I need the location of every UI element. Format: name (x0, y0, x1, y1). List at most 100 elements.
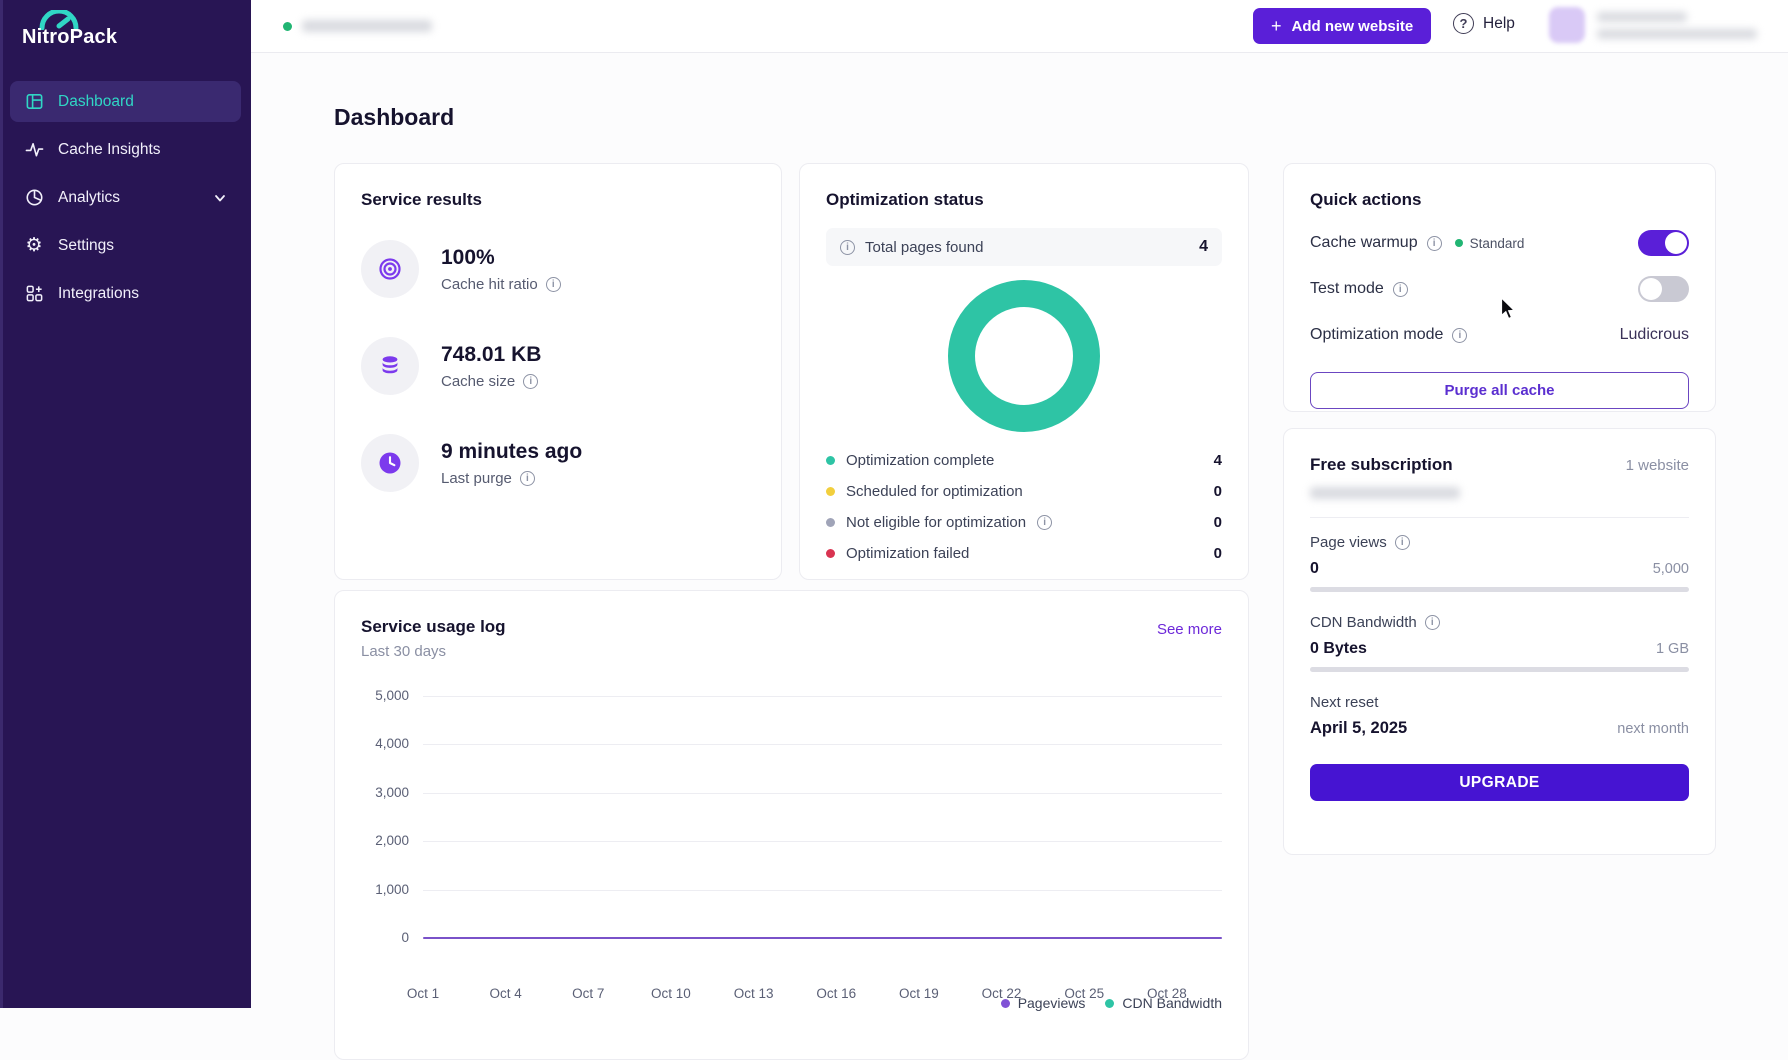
legend-value: 0 (1214, 514, 1222, 531)
test-mode-label: Test mode (1310, 280, 1384, 298)
user-menu[interactable] (1549, 7, 1757, 43)
service-usage-log-card: Service usage log Last 30 days See more … (334, 590, 1249, 1060)
sidebar-item-label: Cache Insights (58, 141, 161, 159)
legend-label: Optimization failed (846, 545, 969, 562)
x-tick: Oct 13 (734, 986, 774, 1001)
page-views-progressbar (1310, 587, 1689, 592)
page-views-metric: Page viewsi 0 5,000 (1310, 534, 1689, 592)
info-icon[interactable]: i (520, 471, 535, 486)
legend-not-eligible: Not eligible for optimization i 0 (826, 514, 1222, 531)
page-views-used: 0 (1310, 560, 1319, 578)
next-reset-note: next month (1617, 721, 1689, 737)
info-icon[interactable]: i (546, 277, 561, 292)
next-reset-label: Next reset (1310, 694, 1689, 711)
brand-logo[interactable]: NitroPack (22, 10, 117, 49)
site-online-dot (283, 22, 292, 31)
sidebar: NitroPack Dashboard Cache Insights Analy… (0, 0, 251, 1008)
info-icon[interactable]: i (1425, 615, 1440, 630)
stat-cache-size: 748.01 KB Cache sizei (361, 337, 755, 395)
legend-cdn-bandwidth: CDN Bandwidth (1105, 995, 1222, 1011)
sidebar-item-integrations[interactable]: Integrations (10, 273, 241, 314)
info-icon[interactable]: i (840, 240, 855, 255)
legend-label: Not eligible for optimization (846, 514, 1026, 531)
gear-icon: ⚙ (24, 236, 44, 256)
integrations-icon (24, 284, 44, 304)
purge-all-cache-button[interactable]: Purge all cache (1310, 372, 1689, 409)
usage-chart: 5,000 4,000 3,000 2,000 1,000 0 (361, 696, 1222, 938)
pageviews-line (423, 937, 1222, 939)
target-icon (361, 240, 419, 298)
cache-warmup-row: Cache warmup i Standard (1310, 230, 1689, 256)
current-site[interactable] (283, 20, 432, 32)
stat-label: Last purge (441, 470, 512, 487)
user-info (1597, 12, 1757, 39)
see-more-link[interactable]: See more (1157, 621, 1222, 638)
quick-actions-card: Quick actions Cache warmup i Standard Te… (1283, 163, 1716, 412)
optimization-mode-label: Optimization mode (1310, 326, 1443, 344)
legend-label: Scheduled for optimization (846, 483, 1023, 500)
cdn-bandwidth-limit: 1 GB (1656, 641, 1689, 657)
standard-dot (1455, 239, 1463, 247)
upgrade-button[interactable]: UPGRADE (1310, 764, 1689, 801)
info-icon[interactable]: i (1452, 328, 1467, 343)
service-results-card: Service results 100% Cache hit ratio i 74… (334, 163, 782, 580)
legend-dot (826, 549, 835, 558)
help-button[interactable]: ? Help (1453, 13, 1515, 34)
info-icon[interactable]: i (523, 374, 538, 389)
x-tick: Oct 10 (651, 986, 691, 1001)
sidebar-item-analytics[interactable]: Analytics (10, 177, 241, 218)
info-icon[interactable]: i (1037, 515, 1052, 530)
legend-label: Optimization complete (846, 452, 994, 469)
usage-subtitle: Last 30 days (361, 643, 1222, 660)
clock-icon (361, 434, 419, 492)
stat-label: Cache hit ratio (441, 276, 538, 293)
avatar (1549, 7, 1585, 43)
total-pages-found: i Total pages found 4 (826, 228, 1222, 266)
add-new-website-button[interactable]: + Add new website (1253, 8, 1431, 44)
legend-dot (826, 518, 835, 527)
stat-value: 9 minutes ago (441, 440, 582, 464)
plus-icon: + (1271, 16, 1282, 37)
info-icon[interactable]: i (1427, 236, 1442, 251)
optimization-mode-value[interactable]: Ludicrous (1620, 326, 1689, 344)
next-reset-date: April 5, 2025 (1310, 719, 1407, 738)
cache-warmup-toggle[interactable] (1638, 230, 1689, 256)
cdn-bandwidth-progressbar (1310, 667, 1689, 672)
legend-value: 0 (1214, 483, 1222, 500)
legend-dot (826, 456, 835, 465)
sidebar-item-label: Dashboard (58, 93, 134, 111)
optimization-mode-row: Optimization mode i Ludicrous (1310, 322, 1689, 348)
y-tick: 5,000 (361, 688, 409, 703)
legend-dot (1105, 999, 1114, 1008)
dashboard-icon (24, 92, 44, 112)
card-title: Quick actions (1310, 190, 1689, 210)
cdn-bandwidth-metric: CDN Bandwidthi 0 Bytes 1 GB (1310, 614, 1689, 672)
legend-failed: Optimization failed 0 (826, 545, 1222, 562)
user-email-blurred (1597, 29, 1757, 39)
help-label: Help (1483, 15, 1515, 33)
sidebar-edge-highlight (0, 0, 3, 1008)
sidebar-item-dashboard[interactable]: Dashboard (10, 81, 241, 122)
x-tick: Oct 16 (816, 986, 856, 1001)
sidebar-item-cache-insights[interactable]: Cache Insights (10, 129, 241, 170)
sidebar-item-label: Settings (58, 237, 114, 255)
stat-last-purge: 9 minutes ago Last purge i (361, 434, 755, 492)
subscription-site-blurred (1310, 487, 1460, 499)
sidebar-item-label: Analytics (58, 189, 120, 207)
site-name-blurred (302, 20, 432, 32)
optimization-legend: Optimization complete 4 Scheduled for op… (826, 452, 1222, 562)
optimization-donut-chart (948, 280, 1100, 432)
y-tick: 1,000 (361, 882, 409, 897)
card-title: Service results (361, 190, 755, 210)
info-icon[interactable]: i (1395, 535, 1410, 550)
optimization-status-card: Optimization status i Total pages found … (799, 163, 1249, 580)
legend-optimization-complete: Optimization complete 4 (826, 452, 1222, 469)
test-mode-toggle[interactable] (1638, 276, 1689, 302)
page-views-limit: 5,000 (1653, 561, 1689, 577)
legend-pageviews: Pageviews (1001, 995, 1086, 1011)
info-icon[interactable]: i (1393, 282, 1408, 297)
sidebar-item-settings[interactable]: ⚙ Settings (10, 225, 241, 266)
x-tick: Oct 7 (572, 986, 604, 1001)
stat-value: 748.01 KB (441, 343, 541, 367)
stat-value: 100% (441, 246, 561, 270)
